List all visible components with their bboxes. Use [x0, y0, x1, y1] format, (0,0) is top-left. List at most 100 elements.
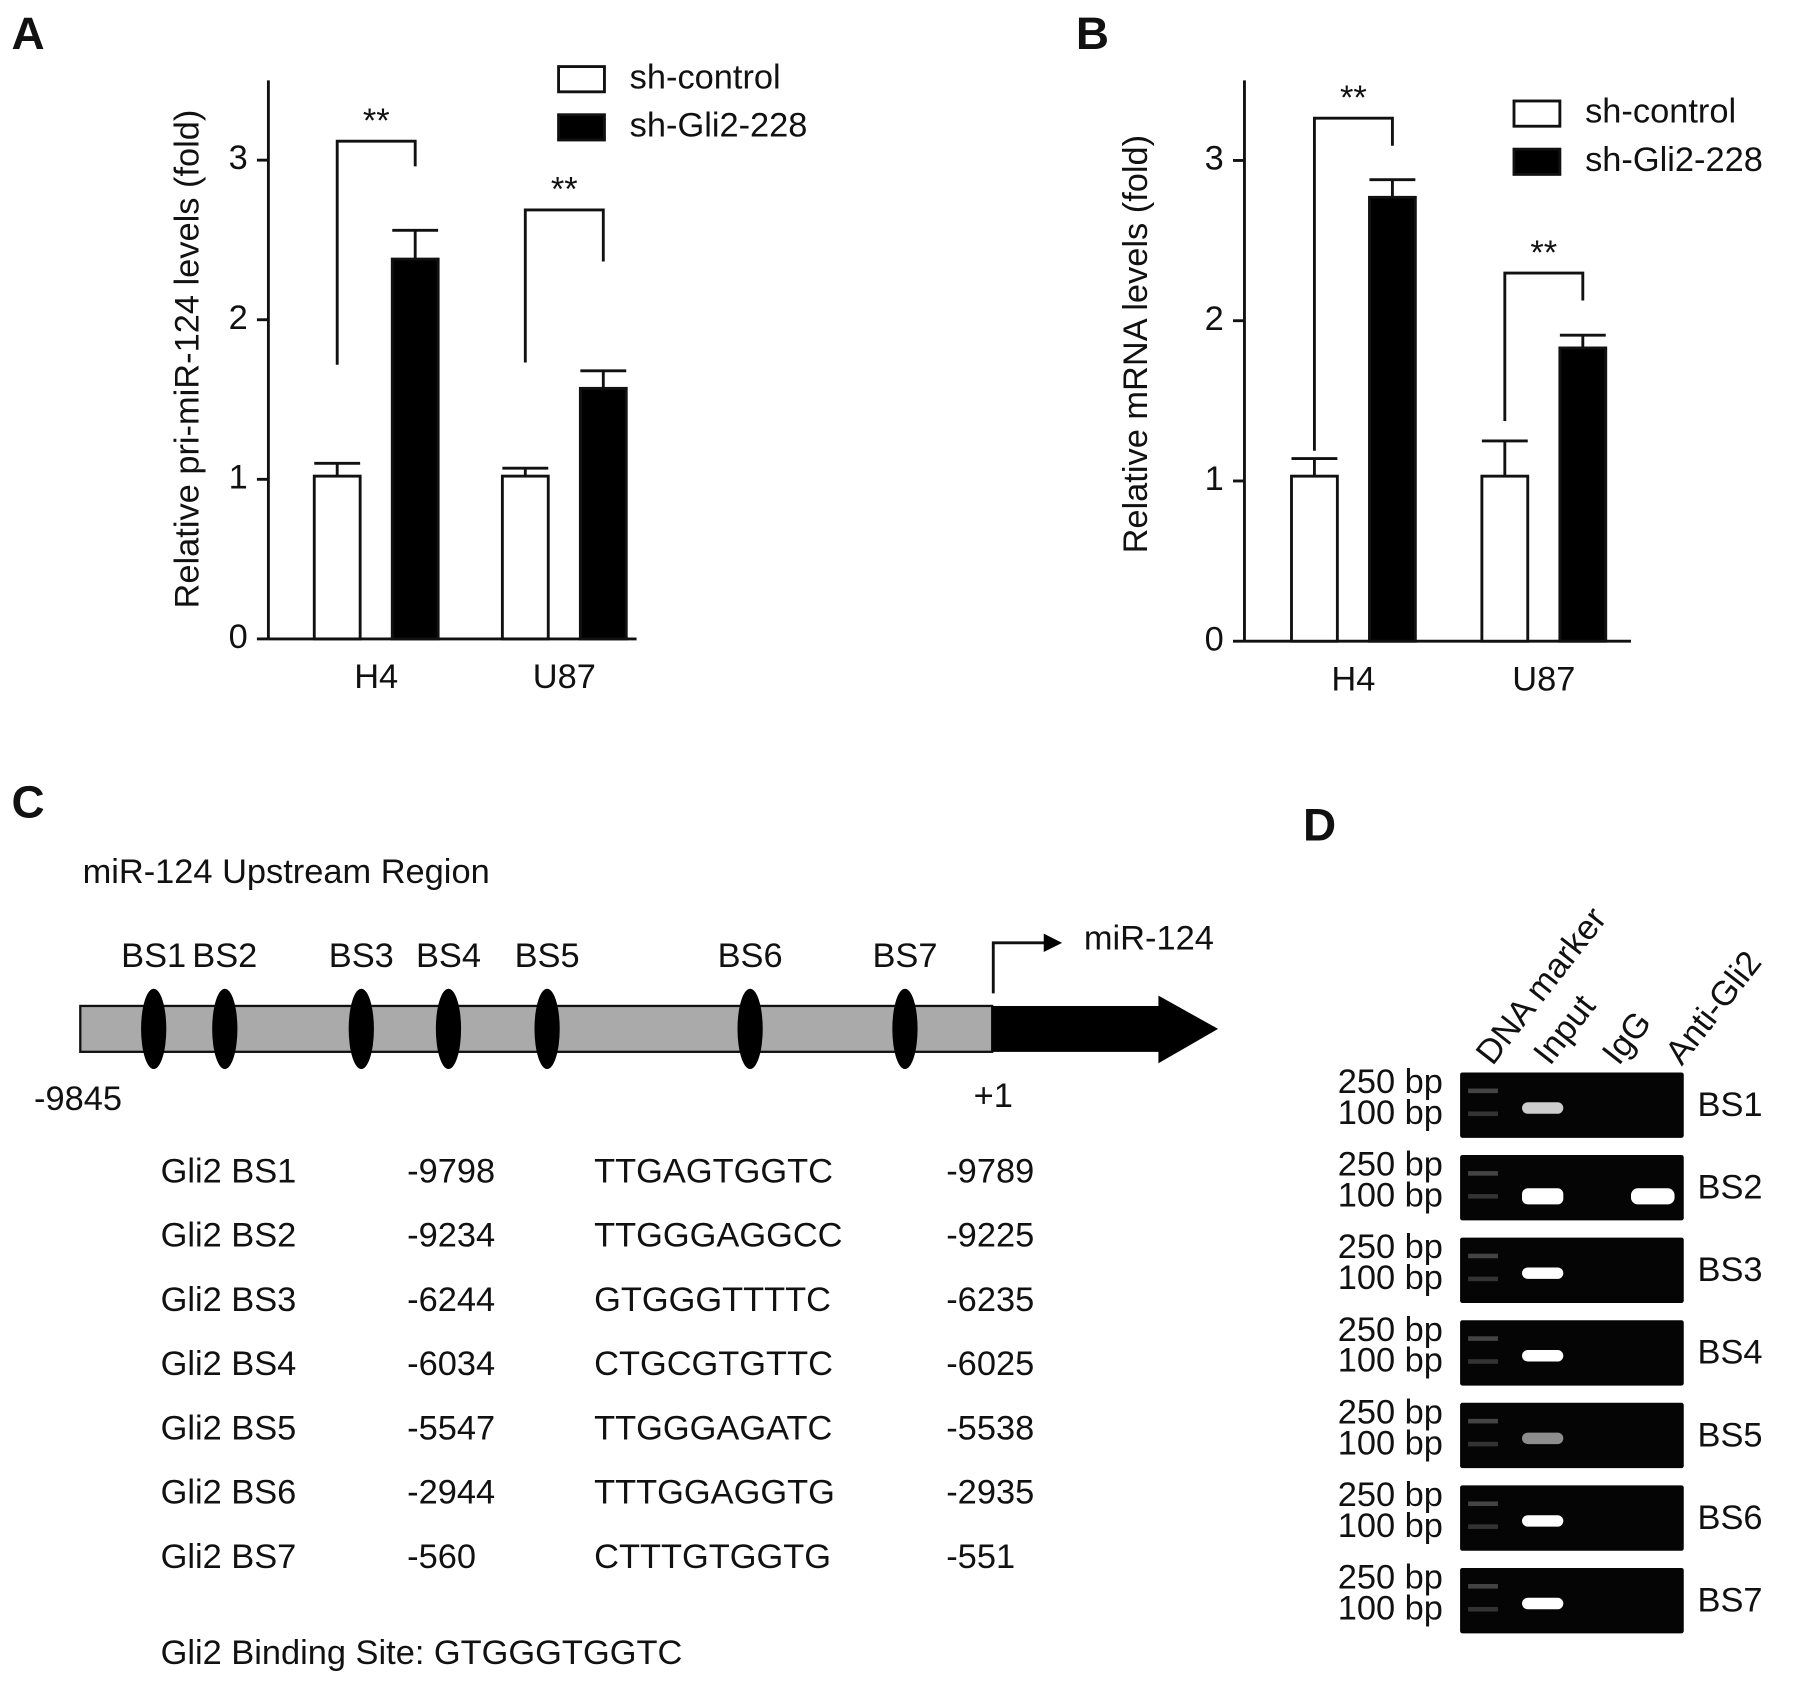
- marker-label: 250 bp: [1338, 1476, 1443, 1514]
- legend-label: sh-control: [630, 58, 781, 96]
- table-cell: -9225: [946, 1217, 1034, 1255]
- marker-label: 100 bp: [1338, 1177, 1443, 1215]
- marker-band: [1468, 1584, 1498, 1589]
- y-tick-label: 2: [229, 299, 248, 337]
- lane-label: Anti-Gli2: [1658, 944, 1769, 1071]
- marker-band: [1468, 1111, 1498, 1117]
- legend-swatch: [557, 65, 606, 94]
- bar: [1558, 346, 1608, 643]
- x-tick-label: H4: [1331, 660, 1375, 698]
- y-tick-label: 1: [229, 458, 248, 496]
- table-cell: Gli2 BS1: [161, 1152, 297, 1190]
- table-cell: -5547: [407, 1409, 495, 1447]
- bar: [1290, 474, 1339, 643]
- binding-site: [212, 988, 238, 1070]
- marker-label: 250 bp: [1338, 1063, 1443, 1101]
- table-cell: TTGGGAGGCC: [594, 1217, 842, 1255]
- y-tick-label: 0: [1205, 620, 1224, 658]
- input-band: [1522, 1597, 1564, 1610]
- marker-band: [1468, 1171, 1498, 1176]
- bar: [1368, 195, 1417, 643]
- legend-label: sh-control: [1585, 93, 1736, 131]
- panel-label: D: [1303, 798, 1336, 850]
- table-cell: -551: [946, 1538, 1015, 1576]
- marker-label: 250 bp: [1338, 1393, 1443, 1431]
- table-cell: Gli2 BS7: [161, 1538, 297, 1576]
- gel-image: [1460, 1567, 1684, 1634]
- marker-label: 250 bp: [1338, 1559, 1443, 1597]
- binding-site: [348, 988, 374, 1070]
- row-label: BS5: [1698, 1416, 1763, 1454]
- gel-image: [1460, 1155, 1684, 1221]
- marker-band: [1468, 1194, 1498, 1199]
- panel-label: A: [11, 7, 44, 59]
- input-band: [1522, 1350, 1564, 1362]
- y-tick-label: 3: [1205, 140, 1224, 178]
- binding-site: [435, 988, 462, 1070]
- input-band: [1522, 1188, 1564, 1205]
- marker-band: [1468, 1276, 1498, 1282]
- gel-image: [1460, 1402, 1684, 1469]
- gel-image: [1460, 1485, 1684, 1551]
- row-label: BS4: [1698, 1334, 1763, 1372]
- row-label: BS6: [1698, 1499, 1763, 1537]
- tss-arrow: [991, 941, 1047, 994]
- region-end: +1: [974, 1077, 1013, 1115]
- gene-label: miR-124: [1084, 920, 1214, 958]
- lane-label: IgG: [1595, 1004, 1659, 1071]
- table-cell: -2935: [946, 1474, 1034, 1512]
- x-tick-label: H4: [354, 658, 398, 696]
- legend-swatch: [1512, 99, 1562, 128]
- table-cell: -6034: [407, 1345, 495, 1383]
- marker-label: 100 bp: [1338, 1259, 1443, 1297]
- significance-bracket: [1503, 271, 1585, 421]
- table-cell: -5538: [946, 1409, 1034, 1447]
- table-cell: GTGGGTTTTC: [594, 1281, 831, 1319]
- bar: [390, 257, 440, 641]
- marker-label: 100 bp: [1338, 1589, 1443, 1627]
- marker-band: [1468, 1359, 1498, 1364]
- site-label: BS4: [416, 937, 481, 975]
- table-cell: -6235: [946, 1281, 1034, 1319]
- significance-bracket: [1312, 116, 1394, 451]
- gel-image: [1460, 1320, 1684, 1386]
- table-cell: -9234: [407, 1217, 495, 1255]
- table-cell: Gli2 BS3: [161, 1281, 297, 1319]
- table-cell: TTTGGAGGTG: [594, 1474, 835, 1512]
- marker-band: [1468, 1088, 1498, 1094]
- table-cell: -6244: [407, 1281, 495, 1319]
- row-label: BS3: [1698, 1251, 1763, 1289]
- table-cell: CTGCGTGTTC: [594, 1345, 833, 1383]
- marker-band: [1468, 1336, 1498, 1341]
- legend-swatch: [1512, 147, 1562, 176]
- table-cell: TTGGGAGATC: [594, 1409, 832, 1447]
- site-label: BS1: [121, 937, 186, 975]
- y-tick-label: 3: [229, 139, 248, 177]
- annotation: **: [363, 102, 390, 140]
- footer-note: Gli2 Binding Site: GTGGGTGGTC: [161, 1634, 683, 1672]
- y-axis-label: Relative mRNA levels (fold): [1117, 135, 1155, 554]
- legend-label: sh-Gli2-228: [630, 106, 808, 144]
- gel-image: [1460, 1072, 1684, 1138]
- table-cell: -9798: [407, 1152, 495, 1190]
- table-cell: Gli2 BS2: [161, 1217, 297, 1255]
- x-tick-label: U87: [533, 658, 596, 696]
- row-label: BS7: [1698, 1581, 1763, 1619]
- marker-label: 100 bp: [1338, 1342, 1443, 1380]
- table-cell: TTGAGTGGTC: [594, 1152, 833, 1190]
- x-tick-label: U87: [1512, 660, 1575, 698]
- y-tick-label: 1: [1205, 460, 1224, 498]
- input-band: [1522, 1267, 1564, 1279]
- table-cell: -9789: [946, 1152, 1034, 1190]
- table-cell: CTTTGTGGTG: [594, 1538, 831, 1576]
- site-label: BS5: [515, 937, 580, 975]
- y-axis-label: Relative pri-miR-124 levels (fold): [168, 110, 206, 609]
- annotation: **: [1340, 79, 1367, 117]
- legend-swatch: [557, 113, 606, 142]
- row-label: BS1: [1698, 1086, 1763, 1124]
- binding-site: [737, 988, 763, 1070]
- site-label: BS7: [872, 937, 937, 975]
- marker-band: [1468, 1253, 1498, 1259]
- marker-band: [1468, 1501, 1498, 1507]
